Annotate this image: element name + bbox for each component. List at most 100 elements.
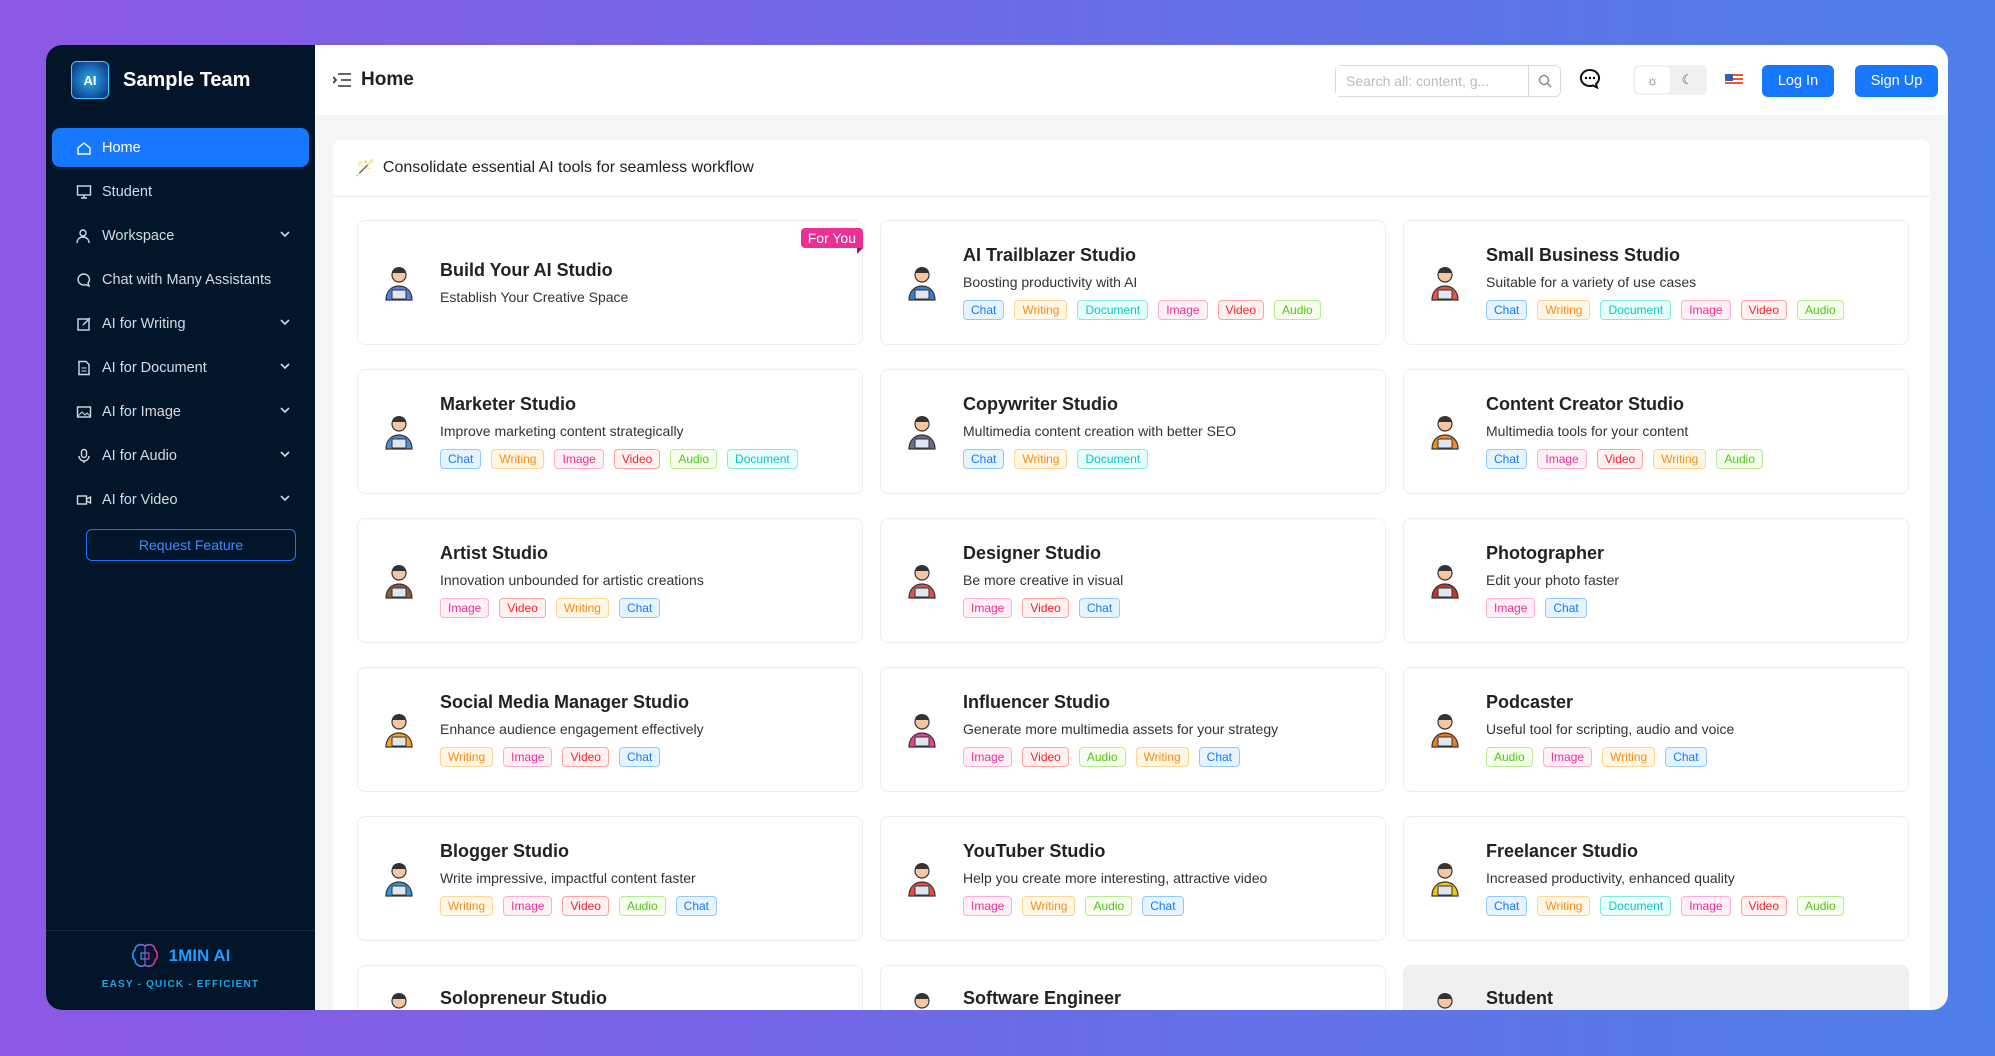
- studio-illustration-icon: [908, 564, 936, 599]
- studio-illustration-icon: [1431, 713, 1459, 748]
- studio-title: Freelancer Studio: [1486, 841, 1639, 861]
- chevron-down-icon[interactable]: [279, 316, 291, 328]
- studio-card[interactable]: Software Engineer: [880, 965, 1386, 1010]
- tag-chat: Chat: [1198, 747, 1241, 767]
- tag-chat: Chat: [1078, 598, 1121, 618]
- studio-illustration-icon: [908, 266, 936, 301]
- tag-image: Image: [554, 449, 604, 469]
- studio-card[interactable]: Blogger Studio Write impressive, impactfu…: [357, 816, 863, 941]
- studio-title: Small Business Studio: [1486, 245, 1681, 265]
- studio-card[interactable]: Small Business Studio Suitable for a vari…: [1403, 220, 1909, 345]
- tag-chat: Chat: [963, 449, 1005, 469]
- studio-tags: Chat Image Video Writing Audio: [1486, 449, 1764, 469]
- sidebar-item-label: Workspace: [102, 227, 175, 244]
- us-flag-language-icon[interactable]: [1725, 74, 1743, 86]
- studio-illustration-icon: [385, 713, 413, 748]
- studio-card[interactable]: YouTuber Studio Help you create more inte…: [880, 816, 1386, 941]
- chevron-down-icon[interactable]: [279, 404, 291, 416]
- signup-button[interactable]: Sign Up: [1855, 65, 1938, 97]
- studio-description: Write impressive, impactful content fast…: [440, 870, 696, 886]
- studio-illustration-icon: [1431, 564, 1459, 599]
- studio-grid: Build Your AI Studio Establish Your Creat…: [357, 220, 1909, 1010]
- studio-title: Photographer: [1486, 543, 1605, 563]
- tag-image: Image: [1486, 598, 1536, 618]
- studio-card[interactable]: Freelancer Studio Increased productivity,…: [1403, 816, 1909, 941]
- light-mode-sun-icon[interactable]: ☼: [1635, 67, 1670, 93]
- sidebar-item-ai-for-audio[interactable]: AI for Audio: [52, 436, 309, 475]
- login-button[interactable]: Log In: [1762, 65, 1834, 97]
- sidebar-item-ai-for-image[interactable]: AI for Image: [52, 392, 309, 431]
- menu-collapse-icon[interactable]: [333, 73, 351, 87]
- tag-audio: Audio: [1486, 747, 1533, 767]
- sidebar-item-ai-for-video[interactable]: AI for Video: [52, 480, 309, 519]
- studio-card[interactable]: Podcaster Useful tool for scripting, audi…: [1403, 667, 1909, 792]
- tag-writing: Writing: [1135, 747, 1189, 767]
- tag-writing: Writing: [440, 896, 494, 916]
- chevron-down-icon[interactable]: [279, 228, 291, 240]
- app-window: AI Sample Team Home Student Workspace Chat …: [46, 45, 1948, 1010]
- studio-card[interactable]: Student: [1403, 965, 1909, 1010]
- search-box: [1335, 65, 1561, 97]
- sidebar-item-ai-for-writing[interactable]: AI for Writing: [52, 304, 309, 343]
- studio-card[interactable]: Photographer Edit your photo faster Image C…: [1403, 518, 1909, 643]
- dark-mode-moon-icon[interactable]: ☾: [1681, 72, 1694, 87]
- tag-image: Image: [963, 747, 1013, 767]
- tag-writing: Writing: [491, 449, 545, 469]
- sidebar-item-label: AI for Writing: [102, 315, 186, 332]
- sidebar: AI Sample Team Home Student Workspace Chat …: [46, 45, 315, 1010]
- magic-wand-icon: 🪄: [355, 160, 375, 177]
- tag-chat: Chat: [1545, 598, 1587, 618]
- studio-illustration-icon: [391, 993, 407, 1009]
- studio-description: Suitable for a variety of use cases: [1486, 274, 1697, 290]
- tag-chat: Chat: [1486, 449, 1528, 469]
- studio-card[interactable]: AI Trailblazer Studio Boosting productivi…: [880, 220, 1386, 345]
- studio-card[interactable]: Content Creator Studio Multimedia tools f…: [1403, 369, 1909, 494]
- studio-card[interactable]: Influencer Studio Generate more multimedi…: [880, 667, 1386, 792]
- studio-title: Marketer Studio: [440, 394, 577, 414]
- studio-card[interactable]: Copywriter Studio Multimedia content crea…: [880, 369, 1386, 494]
- studio-card[interactable]: Social Media Manager Studio Enhance audie…: [357, 667, 863, 792]
- chevron-down-icon[interactable]: [279, 360, 291, 372]
- studio-card[interactable]: Solopreneur Studio: [357, 965, 863, 1010]
- studio-title: Build Your AI Studio: [440, 260, 613, 280]
- microphone-icon: [78, 448, 90, 463]
- tag-image: Image: [1542, 747, 1593, 767]
- studio-title: Artist Studio: [440, 543, 548, 563]
- tag-chat: Chat: [675, 896, 718, 916]
- studio-tags: Chat Writing Document: [963, 449, 1236, 469]
- tag-image: Image: [963, 598, 1013, 618]
- tag-audio: Audio: [1078, 747, 1126, 767]
- studio-card[interactable]: Artist Studio Innovation unbounded for ar…: [357, 518, 863, 643]
- studio-tags: Chat Writing Document Image Video Audio: [963, 300, 1321, 320]
- studio-card[interactable]: Marketer Studio Improve marketing content…: [357, 369, 863, 494]
- studio-description: Multimedia content creation with better …: [963, 423, 1237, 439]
- studio-illustration-icon: [1431, 266, 1459, 301]
- studio-description: Be more creative in visual: [963, 572, 1124, 588]
- studio-tags: Writing Image Video Chat: [440, 747, 704, 767]
- sidebar-item-workspace[interactable]: Workspace: [52, 216, 309, 255]
- team-logo: AI: [71, 61, 109, 99]
- tag-video: Video: [499, 598, 546, 618]
- studio-title: Solopreneur Studio: [440, 988, 608, 1008]
- request-feature-button[interactable]: Request Feature: [86, 529, 296, 561]
- chat-bubbles-icon[interactable]: [1578, 68, 1604, 92]
- main-area: Home ☼ ☾ Log In Sign Up 🪄 Consolidate es…: [315, 45, 1948, 1010]
- sidebar-item-home[interactable]: Home: [52, 128, 309, 167]
- studio-card[interactable]: Build Your AI Studio Establish Your Creat…: [357, 220, 864, 345]
- sidebar-item-ai-for-document[interactable]: AI for Document: [52, 348, 309, 387]
- sidebar-item-chat-with-many-assistants[interactable]: Chat with Many Assistants: [52, 260, 309, 299]
- studio-card[interactable]: Designer Studio Be more creative in visua…: [880, 518, 1386, 643]
- tag-writing: Writing: [1022, 896, 1076, 916]
- tag-audio: Audio: [1797, 896, 1844, 916]
- search-input[interactable]: [1336, 66, 1528, 96]
- brand[interactable]: AI Sample Team: [46, 45, 315, 115]
- chevron-down-icon[interactable]: [279, 448, 291, 460]
- studio-tags: Audio Image Writing Chat: [1486, 747, 1734, 767]
- studio-title: Influencer Studio: [963, 692, 1111, 712]
- studio-tags: Image Video Writing Chat: [440, 598, 704, 618]
- chevron-down-icon[interactable]: [279, 492, 291, 504]
- sidebar-item-student[interactable]: Student: [52, 172, 309, 211]
- studio-title: Content Creator Studio: [1486, 394, 1684, 414]
- search-button[interactable]: [1528, 66, 1560, 96]
- sidebar-item-label: AI for Audio: [102, 447, 177, 464]
